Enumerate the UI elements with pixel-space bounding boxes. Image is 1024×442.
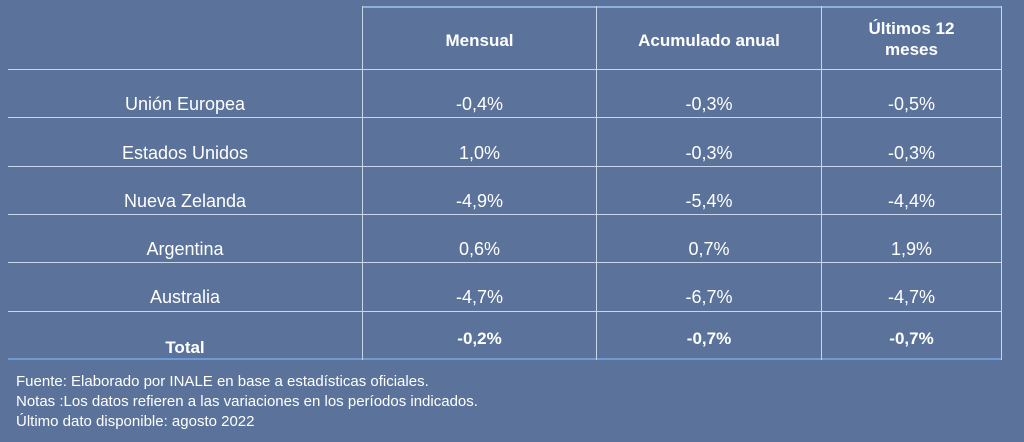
- cell-ultimos: -4,4%: [887, 190, 936, 211]
- cell-ultimos: 1,9%: [890, 238, 933, 259]
- table-top-border: [362, 6, 1002, 8]
- column-divider: [1001, 6, 1002, 360]
- row-divider: [8, 262, 1002, 263]
- row-label: Argentina: [146, 238, 224, 259]
- row-divider: [8, 311, 1002, 312]
- cell-mensual: 0,6%: [458, 238, 501, 259]
- column-divider: [596, 6, 597, 360]
- cell-mensual: 1,0%: [458, 142, 501, 163]
- table-bottom-border: [8, 358, 1002, 360]
- header-acumulado-anual: Acumulado anual: [638, 30, 780, 50]
- row-label: Estados Unidos: [121, 142, 249, 163]
- total-acumulado: -0,7%: [686, 328, 732, 348]
- cell-ultimos: -0,5%: [887, 93, 936, 114]
- cell-mensual: -4,9%: [455, 190, 504, 211]
- total-ultimos: -0,7%: [889, 328, 934, 348]
- header-mensual: Mensual: [445, 30, 514, 50]
- row-divider: [8, 117, 1002, 118]
- last-data-note: Último dato disponible: agosto 2022: [16, 413, 255, 430]
- cell-acumulado: 0,7%: [688, 238, 730, 259]
- row-label: Nueva Zelanda: [123, 190, 247, 211]
- notes-note: Notas :Los datos refieren a las variacio…: [16, 393, 478, 410]
- data-table: Mensual Acumulado anual Últimos 12 meses…: [8, 6, 1002, 360]
- cell-acumulado: -6,7%: [685, 286, 733, 307]
- header-bottom-border: [8, 69, 1002, 70]
- footer-notes: Fuente: Elaborado por INALE en base a es…: [16, 372, 478, 432]
- cell-acumulado: -5,4%: [685, 190, 733, 211]
- cell-mensual: -0,4%: [455, 93, 504, 114]
- row-label: Unión Europea: [124, 93, 246, 114]
- header-ultimos-12-meses: Últimos 12 meses: [868, 19, 955, 59]
- cell-acumulado: -0,3%: [685, 142, 733, 163]
- row-divider: [8, 214, 1002, 215]
- row-divider: [8, 166, 1002, 167]
- total-label: Total: [165, 337, 205, 357]
- cell-ultimos: -4,7%: [887, 286, 936, 307]
- row-label: Australia: [149, 286, 221, 307]
- column-divider: [821, 6, 822, 360]
- cell-ultimos: -0,3%: [887, 142, 936, 163]
- source-note: Fuente: Elaborado por INALE en base a es…: [16, 373, 429, 390]
- total-mensual: -0,2%: [457, 328, 502, 348]
- cell-mensual: -4,7%: [455, 286, 504, 307]
- cell-acumulado: -0,3%: [685, 93, 733, 114]
- column-divider: [362, 6, 363, 360]
